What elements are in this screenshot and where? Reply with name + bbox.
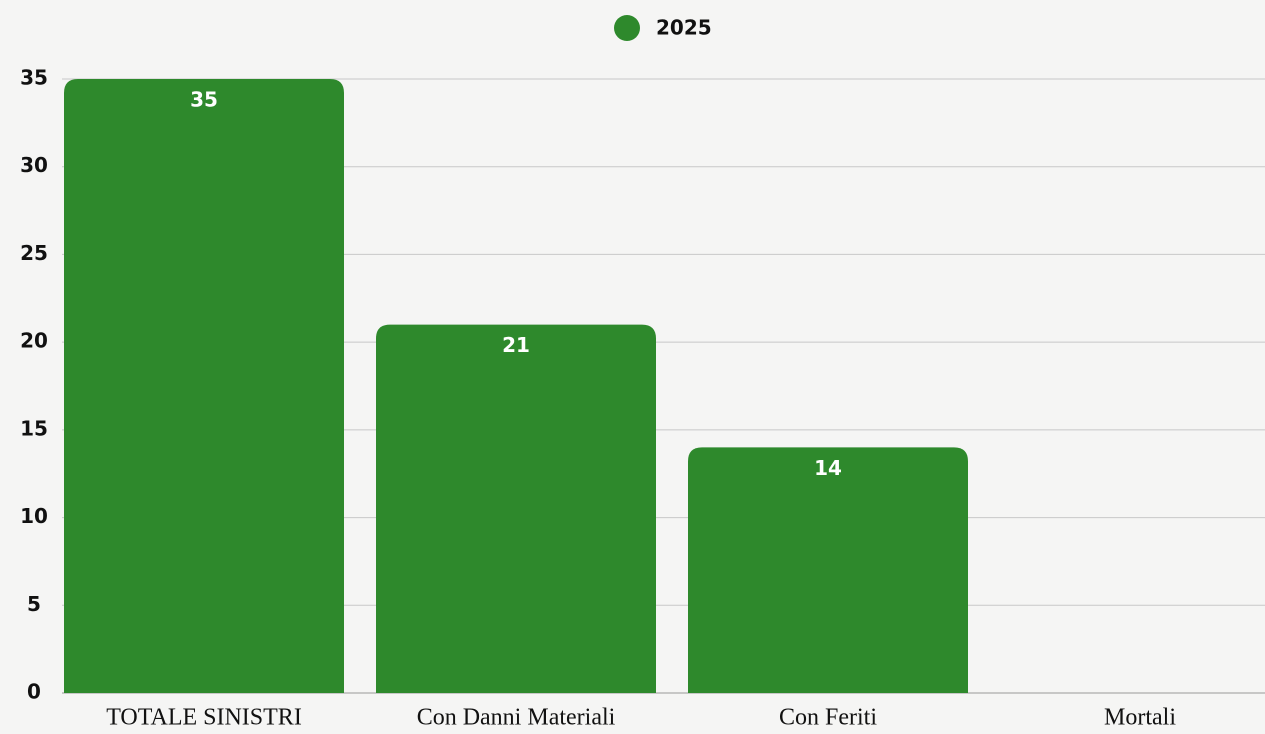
data-label: 21 <box>502 333 530 357</box>
x-tick-label: Con Danni Materiali <box>417 705 616 731</box>
y-tick-label: 25 <box>20 241 48 265</box>
x-tick-label: Con Feriti <box>779 705 877 731</box>
y-tick-label: 10 <box>20 504 48 528</box>
y-tick-label: 15 <box>20 416 48 440</box>
bar <box>688 447 968 693</box>
x-tick-label: Mortali <box>1104 705 1176 731</box>
bar <box>64 79 344 693</box>
legend-label: 2025 <box>656 16 712 40</box>
y-tick-label: 0 <box>27 680 41 704</box>
data-label: 35 <box>190 88 218 112</box>
legend-swatch <box>614 15 640 41</box>
y-tick-label: 5 <box>27 592 41 616</box>
bar <box>376 324 656 693</box>
data-label: 14 <box>814 456 842 480</box>
y-tick-label: 20 <box>20 329 48 353</box>
x-tick-label: TOTALE SINISTRI <box>106 705 302 731</box>
y-tick-label: 30 <box>20 153 48 177</box>
y-tick-label: 35 <box>20 66 48 90</box>
